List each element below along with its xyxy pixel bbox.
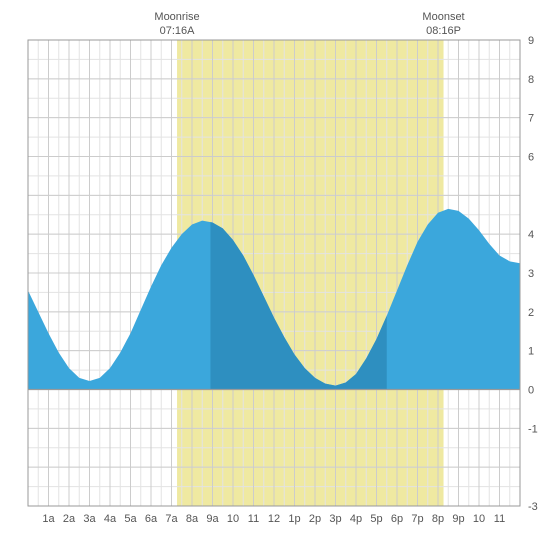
svg-text:9: 9	[528, 35, 534, 47]
svg-text:10: 10	[473, 513, 485, 525]
svg-text:4p: 4p	[350, 513, 362, 525]
svg-text:9p: 9p	[452, 513, 464, 525]
svg-text:12: 12	[268, 513, 280, 525]
svg-text:3a: 3a	[83, 513, 96, 525]
svg-text:7: 7	[528, 113, 534, 125]
svg-text:4a: 4a	[104, 513, 117, 525]
svg-text:11: 11	[494, 513, 505, 525]
svg-text:8p: 8p	[432, 513, 444, 525]
moonrise-title: Moonrise	[149, 10, 205, 24]
svg-text:0: 0	[528, 385, 534, 397]
svg-text:4: 4	[528, 229, 534, 241]
svg-text:11: 11	[248, 513, 259, 525]
svg-text:3: 3	[528, 268, 534, 280]
svg-text:3p: 3p	[329, 513, 341, 525]
svg-text:7a: 7a	[165, 513, 178, 525]
svg-text:9a: 9a	[206, 513, 219, 525]
svg-text:6p: 6p	[391, 513, 403, 525]
svg-text:7p: 7p	[411, 513, 423, 525]
chart-svg: 1a2a3a4a5a6a7a8a9a1011121p2p3p4p5p6p7p8p…	[10, 10, 540, 540]
moonset-annotation: Moonset 08:16P	[416, 10, 472, 39]
moonset-time: 08:16P	[416, 24, 472, 38]
svg-text:1: 1	[528, 346, 534, 358]
moonrise-time: 07:16A	[149, 24, 205, 38]
svg-text:6a: 6a	[145, 513, 158, 525]
moonrise-annotation: Moonrise 07:16A	[149, 10, 205, 39]
svg-text:8: 8	[528, 74, 534, 86]
svg-text:1p: 1p	[288, 513, 300, 525]
svg-text:5p: 5p	[370, 513, 382, 525]
svg-text:2: 2	[528, 307, 534, 319]
svg-text:-3: -3	[528, 501, 538, 513]
svg-text:-1: -1	[528, 423, 538, 435]
moonset-title: Moonset	[416, 10, 472, 24]
svg-text:2a: 2a	[63, 513, 76, 525]
svg-text:1a: 1a	[42, 513, 55, 525]
svg-text:10: 10	[227, 513, 239, 525]
svg-text:8a: 8a	[186, 513, 199, 525]
svg-text:2p: 2p	[309, 513, 321, 525]
svg-text:5a: 5a	[124, 513, 137, 525]
tide-chart: 1a2a3a4a5a6a7a8a9a1011121p2p3p4p5p6p7p8p…	[10, 10, 540, 540]
svg-text:6: 6	[528, 152, 534, 164]
